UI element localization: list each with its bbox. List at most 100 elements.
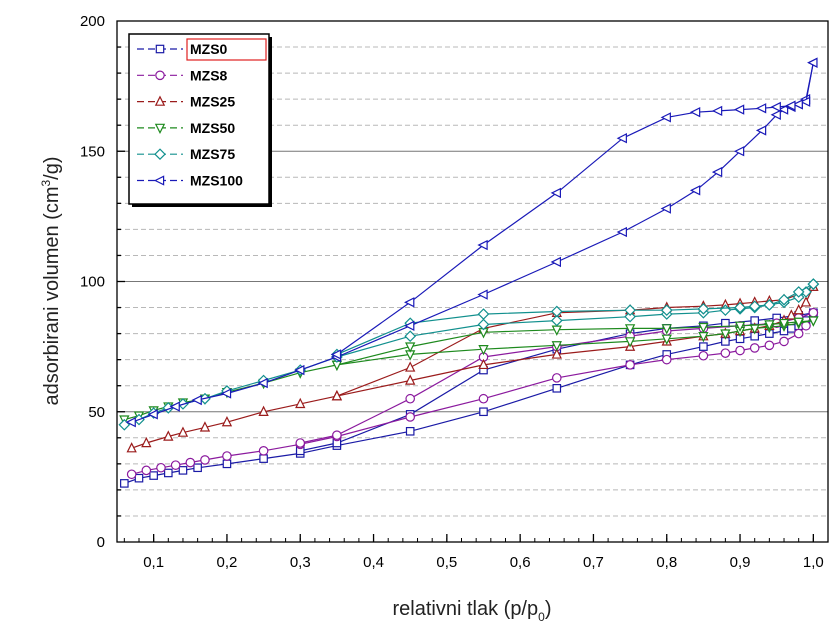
data-point — [295, 438, 306, 448]
legend-shadow-bottom — [132, 204, 272, 207]
legend-label: MZS75 — [190, 146, 235, 162]
data-point — [660, 112, 671, 123]
data-point — [625, 360, 635, 370]
data-point — [405, 393, 415, 404]
data-point — [764, 320, 775, 331]
data-point — [808, 307, 819, 318]
legend-label: MZS100 — [190, 173, 243, 189]
x-tick-label: 0,4 — [363, 554, 384, 571]
legend-item-mzs8: MZS8 — [137, 67, 228, 83]
data-point — [697, 303, 710, 315]
data-point — [169, 401, 180, 412]
y-tick-label: 200 — [80, 13, 105, 30]
data-point — [698, 322, 709, 334]
data-point — [404, 330, 417, 343]
y-tick-label: 100 — [80, 274, 105, 291]
legend-item-mzs25: MZS25 — [137, 94, 235, 110]
data-point — [200, 455, 210, 465]
data-point — [711, 105, 723, 117]
y-axis-title: adsorbirani volumen (cm3/g) — [39, 156, 63, 405]
data-point — [616, 133, 627, 144]
legend-marker — [154, 148, 166, 161]
data-point — [193, 463, 202, 473]
data-point — [660, 304, 673, 317]
data-point — [779, 336, 789, 347]
data-point — [770, 109, 781, 120]
data-point — [125, 416, 136, 428]
data-point — [259, 454, 268, 463]
x-tick-label: 0,8 — [656, 554, 677, 571]
data-point — [477, 239, 488, 251]
data-point — [552, 384, 562, 393]
data-point — [616, 226, 627, 238]
x-tick-label: 0,3 — [290, 554, 311, 571]
data-point — [149, 471, 158, 480]
data-point — [733, 104, 745, 115]
legend-label: MZS0 — [190, 41, 228, 57]
data-point — [787, 324, 796, 333]
y-tick-label: 150 — [80, 143, 105, 160]
data-point — [624, 310, 636, 323]
data-point — [755, 125, 767, 136]
x-tick-label: 0,7 — [583, 554, 604, 571]
data-point — [126, 469, 137, 480]
data-point — [734, 321, 746, 332]
data-point — [551, 348, 562, 359]
data-point — [793, 317, 804, 329]
legend-marker — [154, 123, 166, 135]
x-axis-title-sub: 0 — [538, 610, 545, 624]
data-point — [330, 349, 342, 360]
data-point — [778, 318, 790, 330]
data-point — [711, 166, 723, 178]
data-point — [733, 146, 745, 157]
data-point — [550, 305, 563, 318]
data-point — [134, 473, 144, 483]
data-point — [699, 342, 708, 351]
legend-box — [128, 33, 270, 205]
axes-ticks — [117, 46, 829, 542]
legend-label: MZS50 — [190, 120, 235, 136]
tick-labels: 0,1 0,2 0,3 0,4 0,5 0,6 0,7 0,8 0,9 1,0 0 50 100 150 2… — [80, 13, 824, 571]
data-point — [792, 99, 803, 110]
legend-item-mzs50: MZS50 — [137, 120, 235, 136]
data-point — [477, 318, 490, 331]
data-point — [748, 300, 761, 313]
y-axis-title-sup: 3 — [39, 180, 53, 187]
data-point — [734, 301, 746, 314]
data-point — [550, 314, 563, 327]
data-point — [331, 389, 343, 401]
legend-item-mzs75: MZS75 — [137, 146, 235, 162]
data-point — [778, 293, 790, 306]
y-axis-title-main: adsorbirani volumen (cm — [41, 187, 63, 406]
series-mzs100 — [125, 57, 818, 428]
data-point — [258, 446, 269, 456]
data-point — [793, 328, 804, 339]
legend-item-mzs100: MZS100 — [137, 173, 243, 189]
data-point — [661, 354, 672, 365]
legend-label: MZS25 — [190, 94, 235, 110]
data-point — [807, 278, 820, 290]
legend-item-mzs0: MZS0 — [137, 41, 228, 57]
x-tick-label: 0,5 — [436, 554, 457, 571]
legend-shadow-right — [269, 37, 272, 207]
data-point — [661, 324, 672, 335]
data-point — [222, 451, 232, 461]
data-point — [800, 296, 812, 307]
data-point — [550, 187, 561, 199]
data-point — [405, 342, 416, 353]
legend-marker — [155, 44, 165, 54]
x-axis-title-main: relativni tlak (p/p — [393, 598, 539, 620]
data-point — [786, 309, 797, 320]
x-tick-label: 0,9 — [730, 554, 751, 571]
data-point — [164, 468, 173, 478]
data-point — [660, 203, 671, 214]
data-point — [405, 361, 416, 372]
data-point — [661, 334, 672, 345]
data-point — [808, 316, 819, 327]
data-point — [755, 103, 767, 114]
data-point — [477, 289, 488, 300]
data-point — [550, 256, 561, 268]
data-point — [222, 459, 232, 469]
legend-marker — [154, 95, 166, 106]
